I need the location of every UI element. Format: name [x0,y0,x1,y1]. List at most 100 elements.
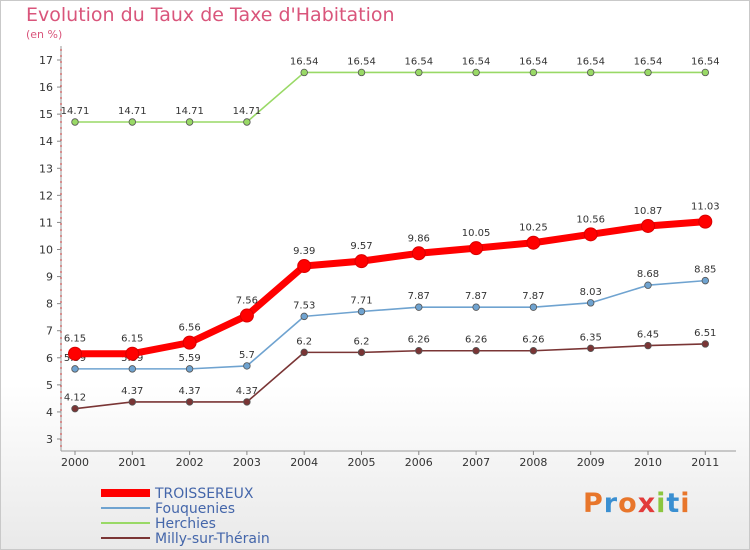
data-label: 4.37 [121,386,143,397]
data-label: 10.25 [519,223,548,234]
data-point [411,246,426,261]
series-line [74,71,707,123]
data-point [644,68,652,77]
data-label: 6.2 [354,336,370,347]
data-label: 6.45 [637,330,659,341]
data-point [243,362,251,370]
data-point [71,118,79,126]
data-label: 16.54 [404,56,433,67]
data-label: 9.86 [408,233,430,244]
data-point [587,344,595,353]
data-label: 9.39 [293,246,315,257]
data-label: 7.87 [522,291,544,302]
y-tick-label: 17 [39,54,53,67]
data-point [71,404,79,413]
data-point [243,398,251,406]
data-point [529,347,538,355]
logo-letter: o [618,488,638,519]
data-label: 7.53 [293,300,315,311]
data-point [297,259,312,274]
data-point [529,303,538,311]
data-label: 7.71 [350,295,372,306]
y-tick-label: 16 [39,81,53,94]
series-troissereux: 6.15 6.15 6.56 7.56 9.39 9.57 9.86 10.05 10.25 10… [64,202,720,361]
data-label: 6.26 [522,335,544,346]
x-tick-label: 2002 [176,456,204,469]
data-point [469,241,484,256]
y-tick-label: 15 [39,108,53,121]
y-tick-label: 4 [46,406,53,419]
data-point [583,227,598,242]
data-label: 7.87 [465,291,487,302]
data-point [71,365,79,373]
legend-label: Fouquenies [155,501,235,517]
data-label: 5.59 [178,353,200,364]
data-label: 6.26 [408,335,430,346]
data-label: 6.15 [64,334,86,345]
y-tick-label: 11 [39,216,53,229]
data-label: 8.85 [694,265,716,276]
data-point [185,398,194,406]
data-label: 10.87 [634,206,663,217]
data-point [243,118,251,126]
data-label: 14.71 [118,106,147,117]
legend-label: TROISSEREUX [154,486,254,502]
data-point [472,347,480,355]
y-tick-label: 9 [46,271,53,284]
x-tick-label: 2007 [462,456,490,469]
series-line [71,218,709,358]
data-label: 9.57 [350,241,372,252]
data-point [128,118,136,126]
series-herchies: 14.71 14.71 14.71 14.71 16.54 16.54 16.54 16.54… [61,56,720,126]
series-line [74,279,707,370]
data-point [357,307,366,316]
legend-label: Milly-sur-Thérain [155,531,270,547]
data-point [701,340,709,348]
x-tick-label: 2001 [118,456,146,469]
x-tick-label: 2004 [290,456,318,469]
data-point [354,254,369,269]
data-point [415,303,423,311]
data-point [529,68,538,77]
data-point [641,218,655,233]
chart-legend: TROISSEREUXFouqueniesHerchiesMilly-sur-T… [101,486,270,547]
data-label: 16.54 [290,56,319,67]
data-label: 6.51 [694,328,716,339]
data-point [239,308,254,323]
legend-label: Herchies [155,516,216,532]
data-point [472,303,480,311]
y-tick-label: 5 [46,379,53,392]
data-label: 10.56 [576,214,605,225]
x-tick-label: 2005 [348,456,376,469]
series-layer: 14.71 14.71 14.71 14.71 16.54 16.54 16.54 16.54… [61,56,720,413]
y-tick-label: 13 [39,162,53,175]
data-point [644,341,652,350]
data-label: 14.71 [233,106,262,117]
data-point [357,348,366,357]
y-tick-label: 3 [46,433,53,446]
data-label: 16.54 [462,56,491,67]
data-label: 16.54 [691,56,720,67]
data-point [701,68,709,77]
data-label: 8.03 [580,287,602,298]
data-label: 8.68 [637,269,659,280]
data-label: 11.03 [691,202,720,213]
data-label: 16.54 [347,56,376,67]
data-label: 6.35 [580,332,602,343]
data-point [300,68,308,77]
data-point [415,347,423,355]
x-tick-label: 2008 [519,456,547,469]
data-label: 6.56 [178,323,200,334]
chart-title: Evolution du Taux de Taxe d'Habitation [26,4,395,26]
chart-axes: 3 4 5 6 7 8 9 10 11 12 13 14 15 16 17 2000 2001 2002 2003 2… [39,46,736,469]
series-milly-sur-th-rain: 4.12 4.37 4.37 4.37 6.2 6.2 6.26 6.26 6.26 6.35 6.… [64,328,716,413]
data-point [185,365,194,373]
data-point [472,68,480,77]
x-tick-label: 2000 [61,456,89,469]
data-label: 7.87 [408,291,430,302]
logo-letter: x [637,488,657,519]
data-label: 4.12 [64,393,86,404]
data-label: 7.56 [236,296,258,307]
series-fouquenies: 5.595.595.595.77.537.717.877.877.878.038… [64,265,716,373]
